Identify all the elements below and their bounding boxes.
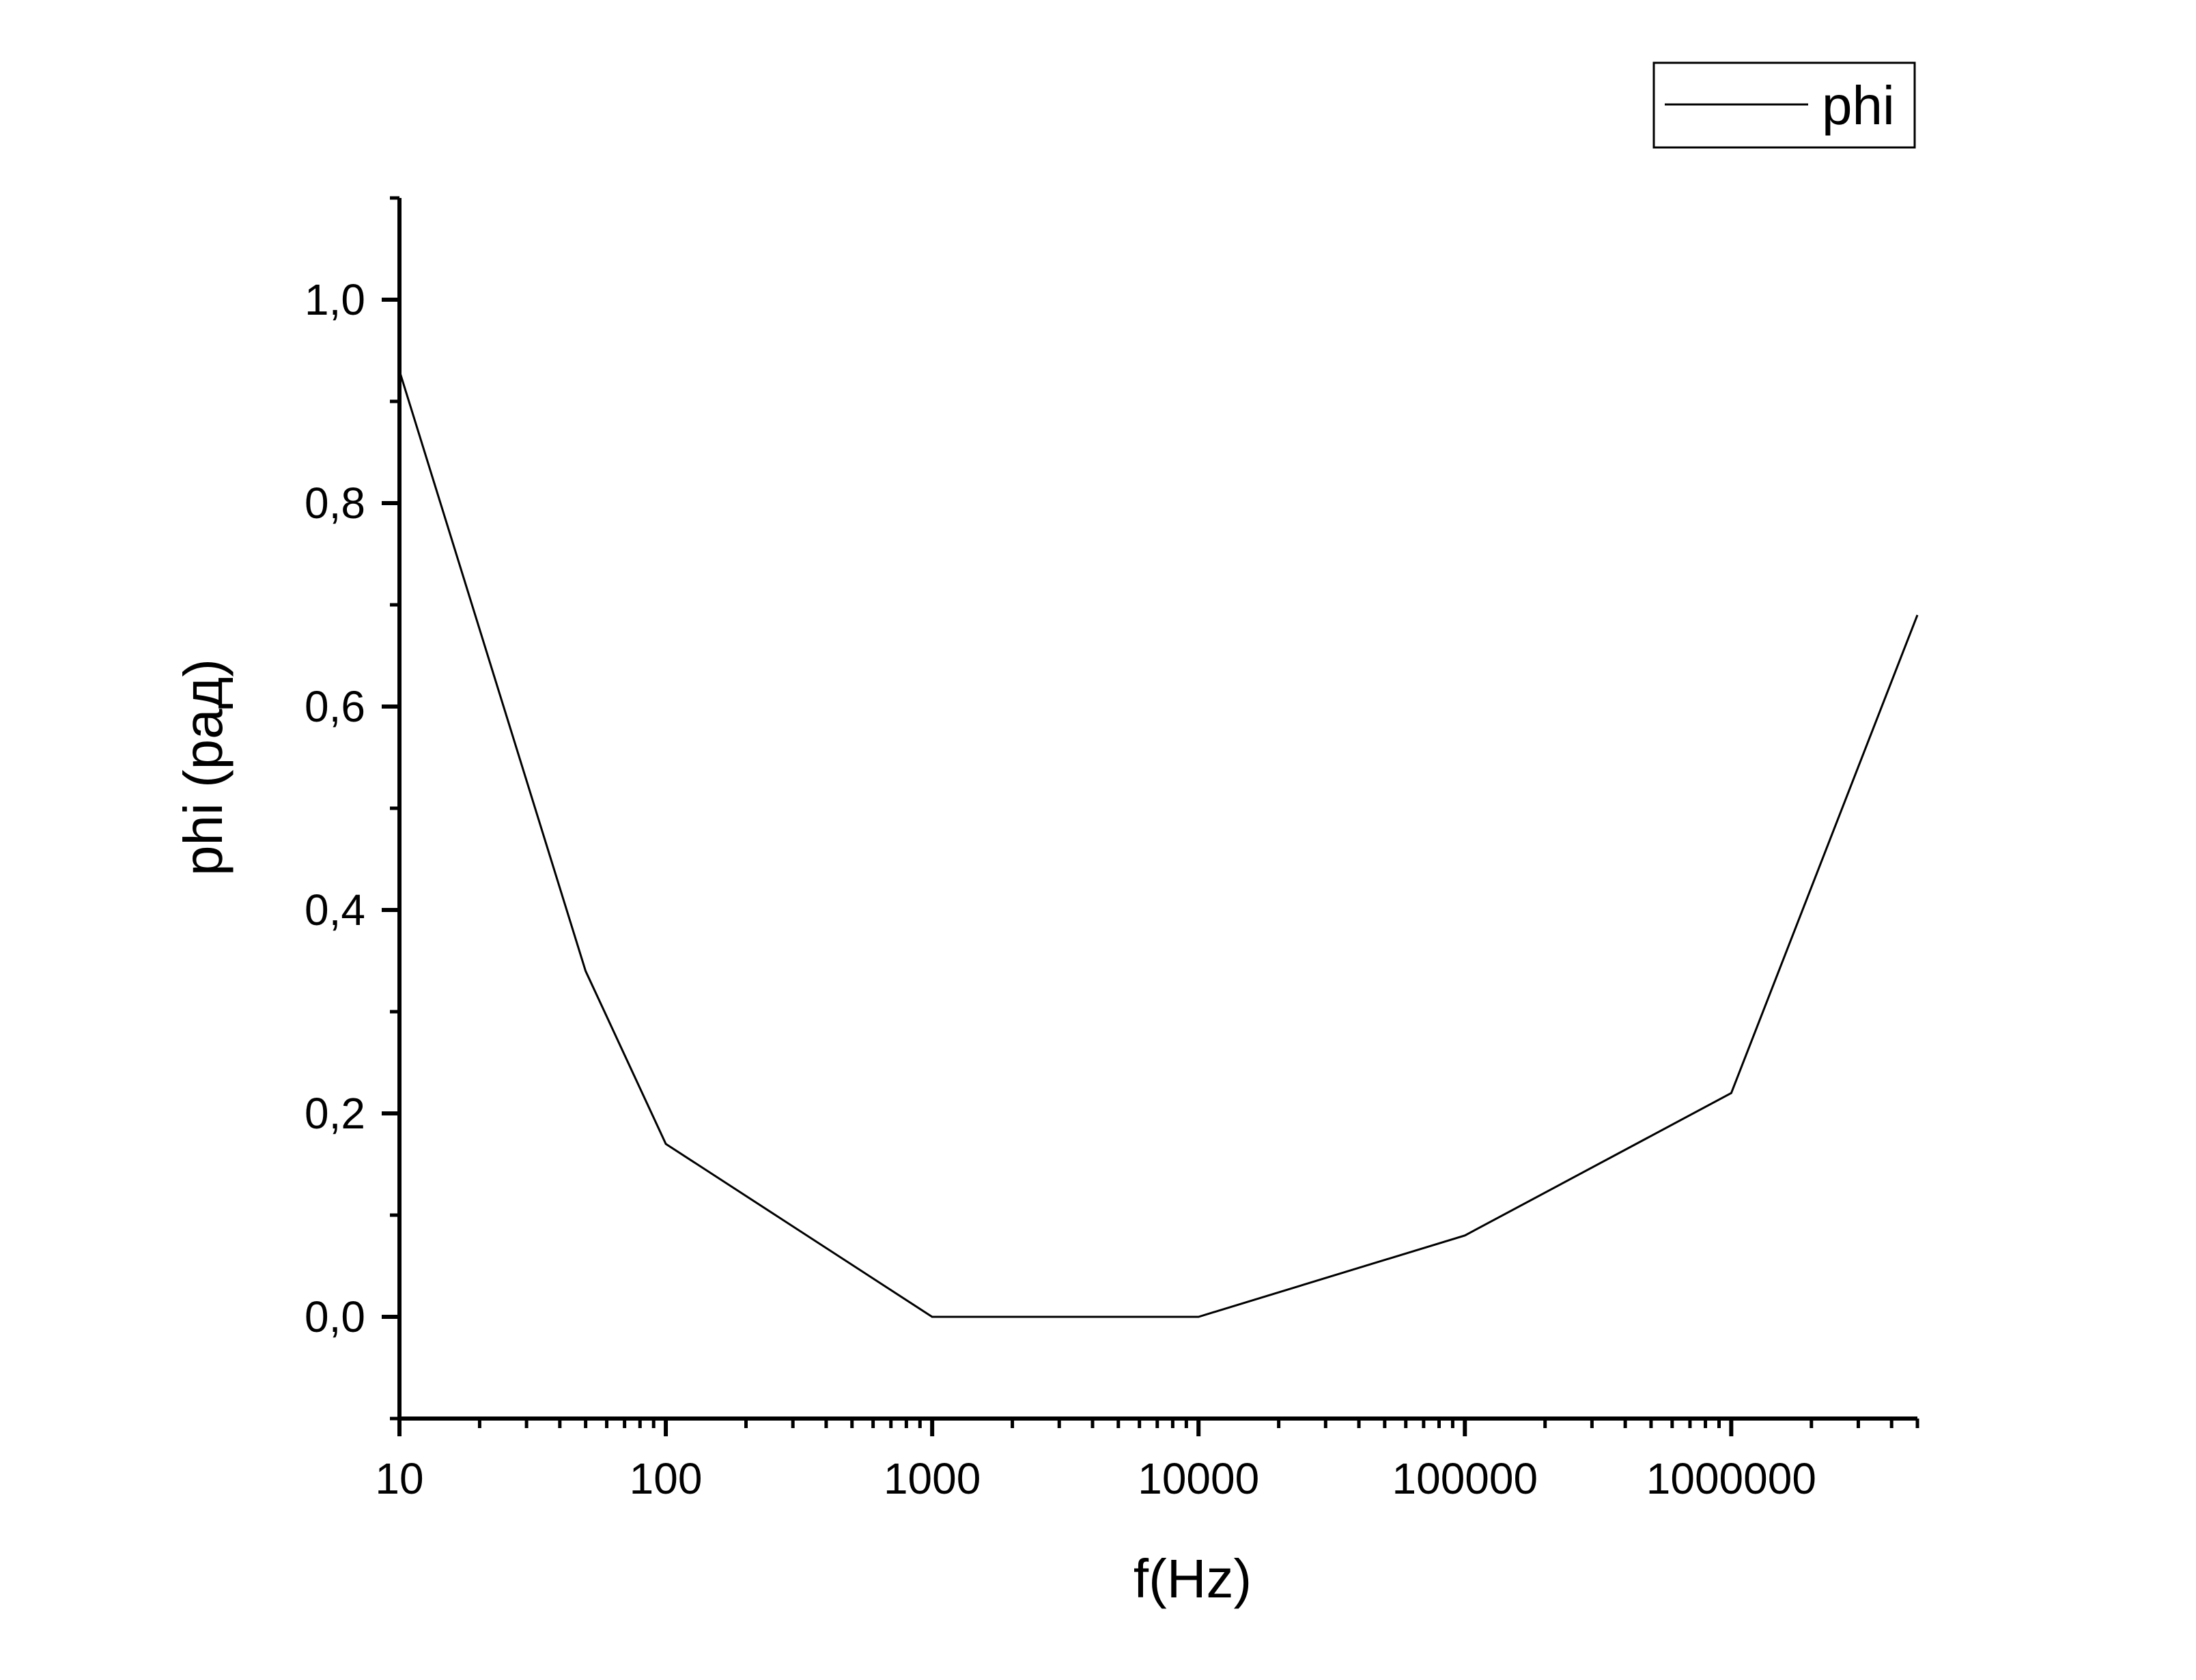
x-tick-label: 100 bbox=[630, 1454, 703, 1503]
legend-label-phi: phi bbox=[1822, 75, 1895, 136]
series-layer bbox=[398, 370, 1919, 1318]
y-major-ticks bbox=[382, 298, 399, 1319]
y-tick-labels: 0,0 0,2 0,4 0,6 0,8 1,0 bbox=[305, 275, 365, 1341]
x-major-ticks bbox=[397, 1419, 1734, 1436]
x-tick-label: 1000000 bbox=[1646, 1454, 1816, 1503]
x-tick-label: 1000 bbox=[884, 1454, 981, 1503]
y-tick-label: 0,6 bbox=[305, 682, 365, 731]
x-tick-label: 10 bbox=[375, 1454, 423, 1503]
x-axis-title: f(Hz) bbox=[1134, 1548, 1252, 1609]
y-tick-label: 0,4 bbox=[305, 885, 365, 935]
x-tick-labels: 10 100 1000 10000 100000 1000000 bbox=[375, 1454, 1816, 1503]
legend: phi bbox=[1652, 61, 1916, 149]
y-tick-label: 0,8 bbox=[305, 479, 365, 528]
y-axis-title: phi (рад) bbox=[173, 659, 234, 876]
y-tick-label: 0,0 bbox=[305, 1292, 365, 1341]
x-tick-label: 100000 bbox=[1392, 1454, 1538, 1503]
series-line-phi bbox=[398, 370, 1919, 1318]
y-tick-label: 1,0 bbox=[305, 275, 365, 324]
y-minor-ticks bbox=[390, 196, 399, 1421]
y-tick-label: 0,2 bbox=[305, 1089, 365, 1138]
x-tick-label: 10000 bbox=[1138, 1454, 1259, 1503]
